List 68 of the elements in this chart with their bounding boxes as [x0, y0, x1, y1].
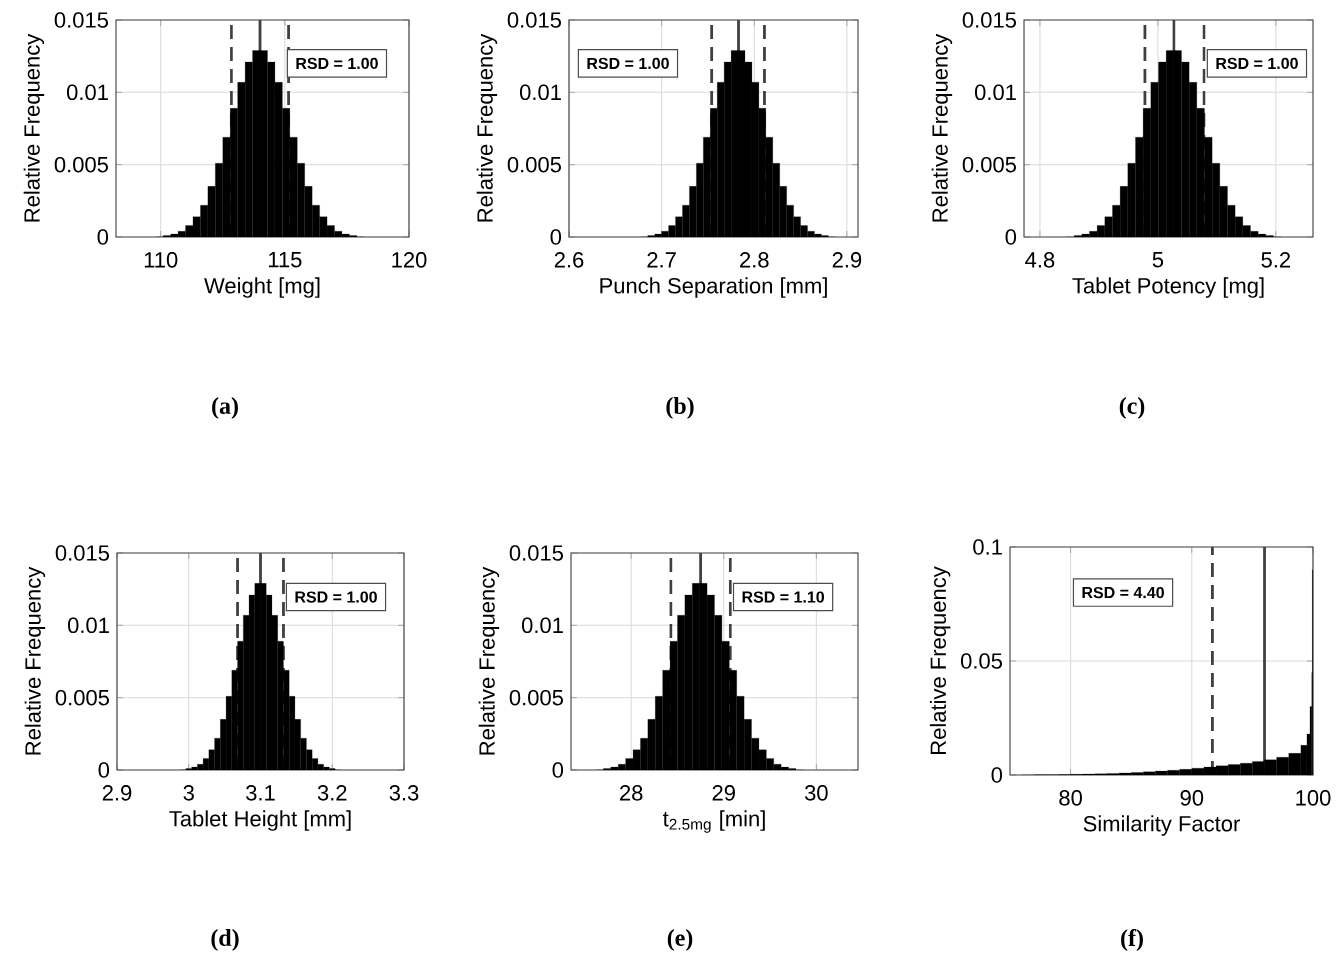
- x-axis-title: Tablet Height [mm]: [169, 810, 351, 831]
- y-tick-label: 0: [550, 229, 562, 245]
- x-tick-label: 29: [712, 785, 735, 801]
- x-tick-label: 5: [1152, 252, 1164, 268]
- text: (c): [1119, 397, 1145, 419]
- x-tick-label: 80: [1059, 790, 1082, 806]
- y-tick-label: 0: [97, 229, 109, 245]
- x-axis-title: t$_{2.5mg}$ [min]: [663, 810, 765, 833]
- x-tick-label: 4.8: [1025, 252, 1055, 268]
- annotation: RSD = 4.40: [1082, 586, 1164, 599]
- y-axis-title: Relative Frequency: [478, 566, 500, 755]
- x-tick-label: 115: [268, 252, 302, 268]
- x-axis-title: Punch Separation [mm]: [600, 277, 827, 298]
- x-axis-title: Similarity Factor: [1083, 815, 1240, 836]
- y-axis-title: Relative Frequency: [931, 33, 953, 222]
- y-tick-label: 0.015: [507, 12, 561, 28]
- y-tick-label: 0.015: [509, 545, 563, 561]
- x-tick-label: 110: [144, 252, 178, 268]
- annotation: RSD = 1.00: [587, 57, 669, 70]
- y-tick-label: 0.01: [67, 617, 109, 634]
- x-tick-label: 2.9: [832, 252, 862, 268]
- y-tick-label: 0.015: [962, 12, 1016, 28]
- x-tick-label: 120: [392, 252, 427, 268]
- y-tick-label: 0.01: [519, 84, 561, 101]
- y-tick-label: 0.005: [54, 156, 108, 173]
- y-tick-label: 0.01: [521, 617, 563, 634]
- x-tick-label: 5.2: [1261, 252, 1291, 268]
- y-axis-title: Relative Frequency: [23, 33, 45, 222]
- x-axis-title: Weight [mg]: [204, 277, 320, 298]
- text: (e): [667, 929, 693, 951]
- y-tick-label: 0.01: [66, 84, 108, 101]
- x-tick-label: 3: [183, 785, 194, 801]
- x-tick-label: 30: [804, 785, 828, 801]
- text: (b): [666, 397, 694, 419]
- x-tick-label: 2.6: [554, 252, 584, 268]
- x-tick-label: 2.9: [102, 785, 132, 801]
- y-tick-label: 0: [991, 767, 1003, 783]
- text: (a): [212, 397, 238, 419]
- x-tick-label: 3.2: [317, 785, 347, 801]
- y-tick-label: 0: [1005, 229, 1017, 245]
- y-tick-label: 0.005: [509, 689, 563, 706]
- annotation: RSD = 1.10: [742, 591, 825, 603]
- y-tick-label: 0.005: [507, 156, 561, 173]
- y-tick-label: 0.01: [974, 84, 1016, 101]
- y-tick-label: 0.1: [973, 539, 1002, 555]
- y-tick-label: 0.015: [54, 12, 108, 28]
- y-tick-label: 0.005: [55, 689, 109, 706]
- annotation: RSD = 1.00: [1216, 57, 1298, 70]
- x-tick-label: 2.8: [740, 252, 769, 268]
- annotation: RSD = 1.00: [296, 57, 378, 70]
- x-tick-label: 100: [1296, 790, 1331, 806]
- y-axis-title: Relative Frequency: [24, 566, 46, 755]
- x-tick-label: 28: [620, 785, 643, 801]
- x-tick-label: 90: [1180, 790, 1204, 806]
- y-tick-label: 0.015: [55, 545, 109, 561]
- text: (d): [211, 929, 239, 951]
- x-tick-label: 3.1: [246, 785, 275, 801]
- y-axis-title: Relative Frequency: [476, 33, 498, 222]
- y-tick-label: 0: [552, 762, 564, 778]
- y-tick-label: 0.005: [962, 156, 1016, 173]
- y-tick-label: 0.05: [960, 653, 1002, 669]
- annotation: RSD = 1.00: [295, 591, 377, 603]
- text: (f): [1121, 928, 1143, 951]
- x-tick-label: 2.7: [647, 252, 676, 268]
- x-tick-label: 3.3: [389, 785, 419, 801]
- x-axis-title: Tablet Potency [mg]: [1072, 277, 1264, 298]
- y-tick-label: 0: [98, 762, 110, 778]
- y-axis-title: Relative Frequency: [929, 566, 951, 754]
